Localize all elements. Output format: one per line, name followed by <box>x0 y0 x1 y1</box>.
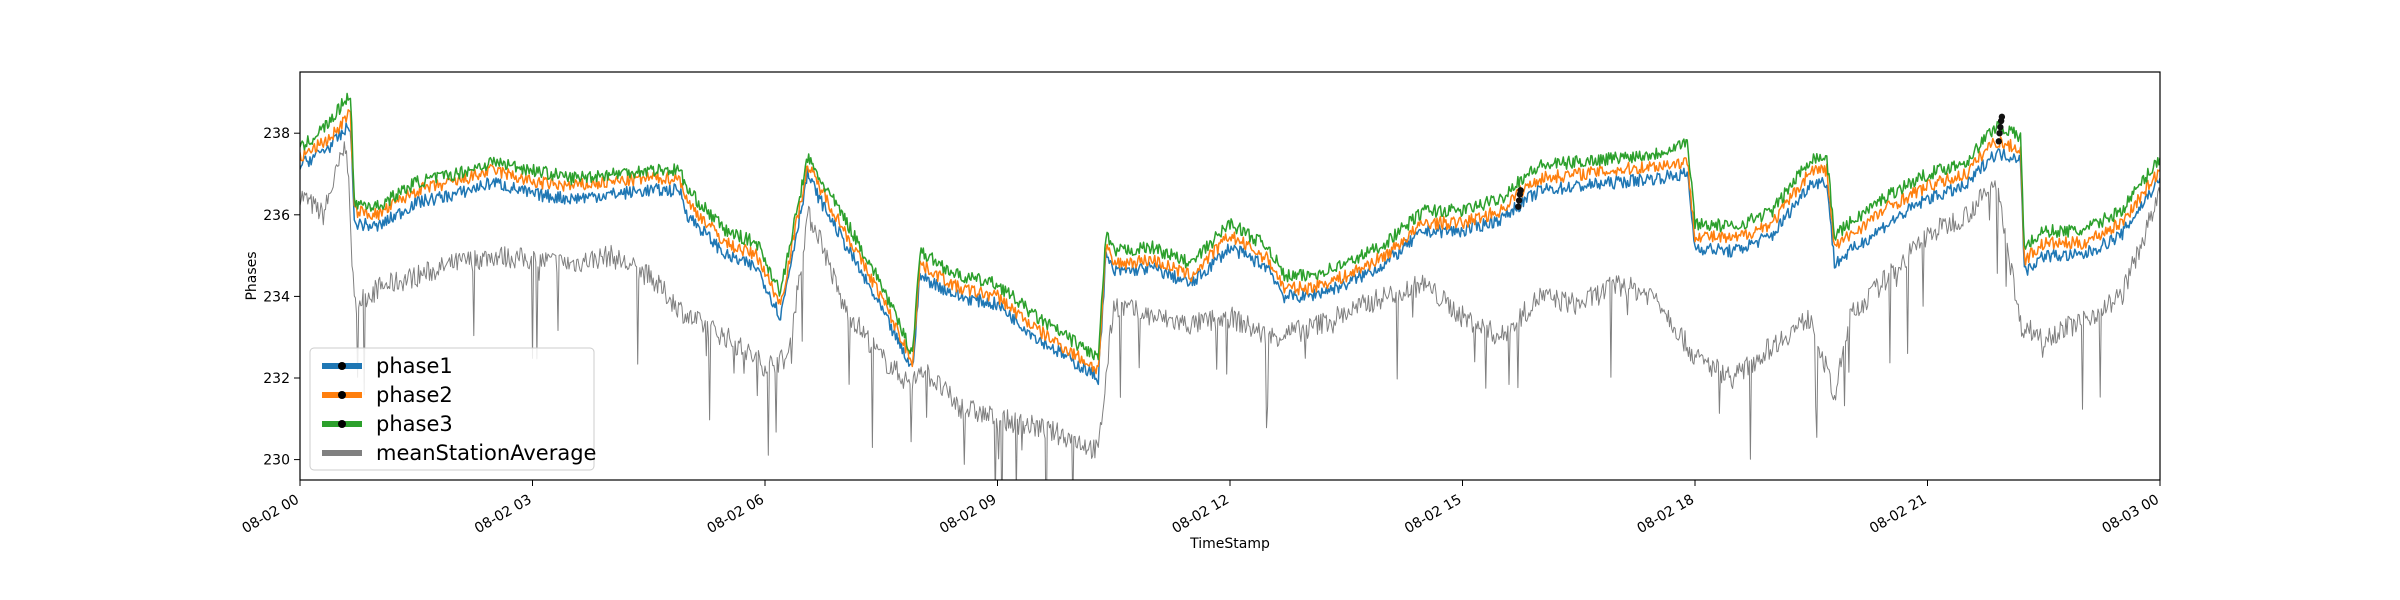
legend: phase1 phase2 phase3 meanStationAverage <box>309 347 596 471</box>
y-axis-title: Phases <box>244 251 260 300</box>
y-tick-label: 230 <box>263 453 290 469</box>
y-tick-label: 232 <box>263 371 290 387</box>
legend-label-phase1: phase1 <box>376 354 453 378</box>
y-tick-label: 236 <box>263 208 290 224</box>
series-line-meanStationAverage <box>300 141 2160 480</box>
legend-marker-phase1 <box>338 362 346 370</box>
data-point-marker <box>1997 123 2004 131</box>
data-point-marker <box>1998 113 2006 121</box>
marker-layer <box>1515 113 2006 210</box>
x-axis-title: TimeStamp <box>1189 536 1270 552</box>
series-layer <box>300 92 2160 480</box>
legend-label-phase3: phase3 <box>376 412 453 436</box>
y-tick-label: 234 <box>263 289 290 305</box>
data-point-marker <box>1996 130 2003 137</box>
data-point-marker <box>1517 187 1524 194</box>
legend-marker-phase3 <box>338 420 346 428</box>
y-tick-label: 238 <box>263 126 290 142</box>
data-point-marker <box>1995 138 2003 145</box>
legend-label-phase2: phase2 <box>376 383 453 407</box>
legend-box <box>309 347 595 471</box>
data-point-marker <box>1515 197 1523 204</box>
y-axis: 230 232 234 236 238 <box>263 126 300 469</box>
legend-marker-phase2 <box>338 391 346 399</box>
legend-label-meanStationAverage: meanStationAverage <box>376 441 596 465</box>
data-point-marker <box>1515 203 1522 210</box>
series-line-phase1 <box>300 122 2160 386</box>
series-line-phase3 <box>300 92 2160 361</box>
series-line-phase2 <box>300 109 2160 375</box>
